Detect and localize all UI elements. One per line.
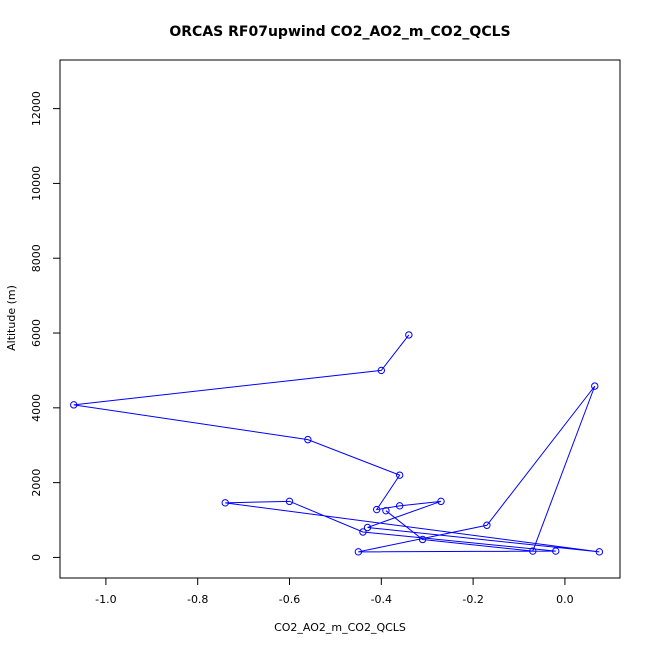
data-point <box>221 499 229 507</box>
data-point <box>483 521 491 529</box>
data-point <box>591 382 599 390</box>
data-point <box>285 497 294 506</box>
x-tick-label: 0.0 <box>556 593 574 606</box>
x-axis-label: CO2_AO2_m_CO2_QCLS <box>274 621 406 634</box>
data-point <box>382 506 390 515</box>
data-point <box>395 471 404 479</box>
x-tick-label: -0.8 <box>187 593 208 606</box>
y-tick-label: 12000 <box>30 91 43 126</box>
data-point <box>595 548 604 556</box>
x-axis: -1.0 -0.8 -0.6 -0.4 -0.2 0.0 <box>95 578 574 606</box>
chart-title: ORCAS RF07upwind CO2_AO2_m_CO2_QCLS <box>169 24 510 40</box>
data-series <box>70 331 604 556</box>
x-tick-label: -1.0 <box>95 593 116 606</box>
data-point <box>363 523 372 532</box>
y-tick-label: 4000 <box>30 394 43 422</box>
x-tick-label: -0.6 <box>279 593 300 606</box>
data-point <box>373 505 381 514</box>
y-tick-label: 2000 <box>30 469 43 497</box>
series-line <box>73 334 600 553</box>
data-point <box>354 548 363 556</box>
data-point <box>359 528 367 536</box>
x-tick-label: -0.2 <box>462 593 483 606</box>
data-point <box>529 547 537 555</box>
plot-frame <box>59 59 621 579</box>
data-point <box>377 366 386 375</box>
y-axis-label: Altitude (m) <box>5 285 18 351</box>
data-point <box>70 401 78 409</box>
y-tick-label: 0 <box>30 554 43 561</box>
data-point <box>418 535 427 544</box>
y-tick-label: 10000 <box>30 166 43 201</box>
data-point <box>552 547 560 555</box>
data-point <box>304 435 312 444</box>
y-tick-label: 8000 <box>30 244 43 272</box>
data-point <box>405 331 413 339</box>
x-tick-label: -0.4 <box>371 593 392 606</box>
y-axis: 0 2000 4000 6000 8000 10000 12000 <box>30 91 60 561</box>
data-point <box>437 497 445 506</box>
y-tick-label: 6000 <box>30 319 43 347</box>
data-point <box>395 502 404 510</box>
